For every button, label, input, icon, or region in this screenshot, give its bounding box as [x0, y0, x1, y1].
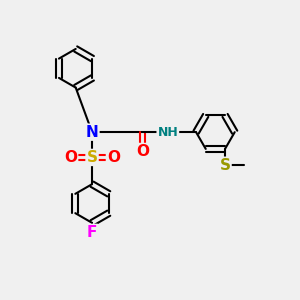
Text: S: S	[86, 150, 98, 165]
Text: O: O	[136, 144, 149, 159]
Text: NH: NH	[158, 126, 178, 139]
Text: O: O	[64, 150, 77, 165]
Text: F: F	[87, 225, 97, 240]
Text: N: N	[86, 125, 98, 140]
Text: O: O	[107, 150, 120, 165]
Text: S: S	[220, 158, 230, 173]
